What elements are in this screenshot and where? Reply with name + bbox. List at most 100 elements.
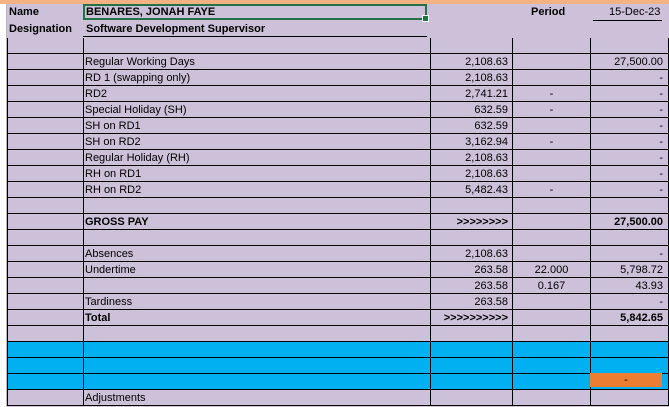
rate-value[interactable]: 263.58 [430, 262, 512, 278]
arrow-indicator[interactable]: >>>>>>>> [430, 214, 512, 230]
qty-value[interactable]: - [512, 134, 590, 150]
row-label[interactable]: GROSS PAY [83, 214, 430, 230]
row-label[interactable]: SH on RD2 [83, 134, 430, 150]
cell-blank[interactable] [7, 102, 83, 118]
cell-blank[interactable] [7, 246, 83, 262]
cell-blank[interactable] [7, 358, 83, 374]
employee-designation[interactable]: Software Development Supervisor [86, 23, 266, 35]
cell-blank[interactable] [7, 374, 83, 390]
qty-value[interactable] [512, 294, 590, 310]
cell-blank[interactable] [7, 230, 83, 246]
amount-value[interactable]: 27,500.00 [590, 54, 669, 70]
amount-value[interactable]: - [590, 134, 669, 150]
row-label[interactable]: Total [83, 310, 430, 326]
cell-blank[interactable] [512, 390, 590, 406]
cell-blank[interactable] [430, 358, 512, 374]
adjustment-total-cell[interactable]: - [590, 373, 662, 387]
qty-value[interactable]: - [512, 102, 590, 118]
row-label[interactable]: RH on RD1 [83, 166, 430, 182]
amount-value[interactable]: - [590, 86, 669, 102]
rate-value[interactable]: 2,108.63 [430, 70, 512, 86]
amount-value[interactable]: - [590, 118, 669, 134]
amount-value[interactable]: - [590, 150, 669, 166]
cell-blank[interactable] [7, 310, 83, 326]
qty-value[interactable] [512, 150, 590, 166]
cell-blank[interactable] [7, 182, 83, 198]
amount-value[interactable]: - [590, 294, 669, 310]
rate-value[interactable]: 2,741.21 [430, 86, 512, 102]
cell-blank[interactable] [83, 326, 430, 342]
qty-value[interactable]: 22.000 [512, 262, 590, 278]
rate-value[interactable]: 5,482.43 [430, 182, 512, 198]
cell-blank[interactable] [590, 198, 669, 214]
rate-value[interactable]: 632.59 [430, 102, 512, 118]
cell-blank[interactable] [512, 326, 590, 342]
row-label[interactable]: RH on RD2 [83, 182, 430, 198]
cell-blank[interactable] [7, 70, 83, 86]
amount-value[interactable]: 43.93 [590, 278, 669, 294]
cell-blank[interactable] [590, 390, 669, 406]
cell-blank[interactable] [590, 38, 669, 54]
rate-value[interactable]: 2,108.63 [430, 54, 512, 70]
cell-blank[interactable] [7, 150, 83, 166]
cell-blank[interactable] [512, 38, 590, 54]
cell-blank[interactable] [512, 374, 590, 390]
cell-blank[interactable] [430, 230, 512, 246]
cell-blank[interactable] [7, 38, 83, 54]
row-label[interactable]: Special Holiday (SH) [83, 102, 430, 118]
cell-blank[interactable] [7, 326, 83, 342]
arrow-indicator[interactable]: >>>>>>>>>> [430, 310, 512, 326]
qty-value[interactable]: - [512, 182, 590, 198]
cell-blank[interactable] [590, 230, 669, 246]
cell-blank[interactable] [512, 230, 590, 246]
cell-blank[interactable] [7, 278, 83, 294]
selected-cell-name[interactable] [83, 4, 429, 22]
rate-value[interactable]: 2,108.63 [430, 166, 512, 182]
cell-blank[interactable] [430, 374, 512, 390]
cell-blank[interactable] [430, 198, 512, 214]
cell-blank[interactable] [512, 358, 590, 374]
row-label[interactable] [83, 278, 430, 294]
row-label[interactable]: Undertime [83, 262, 430, 278]
period-value[interactable]: 15-Dec-23 [609, 6, 661, 18]
cell-blank[interactable] [590, 342, 669, 358]
employee-name[interactable]: BENARES, JONAH FAYE [86, 6, 216, 18]
cell-blank[interactable] [83, 374, 430, 390]
cell-blank[interactable] [590, 326, 669, 342]
cell-blank[interactable] [7, 214, 83, 230]
cell-blank[interactable] [83, 358, 430, 374]
cell-blank[interactable] [83, 198, 430, 214]
cell-blank[interactable] [7, 390, 83, 406]
amount-value[interactable]: 5,842.65 [590, 310, 669, 326]
cell-blank[interactable] [7, 86, 83, 102]
rate-value[interactable]: 632.59 [430, 118, 512, 134]
cell-blank[interactable] [512, 198, 590, 214]
cell-blank[interactable] [7, 54, 83, 70]
amount-value[interactable]: - [590, 246, 669, 262]
cell-blank[interactable] [7, 198, 83, 214]
row-label[interactable]: Adjustments [83, 390, 430, 406]
cell-blank[interactable] [430, 38, 512, 54]
qty-value[interactable] [512, 166, 590, 182]
cell-blank[interactable] [83, 38, 430, 54]
cell-blank[interactable] [430, 390, 512, 406]
cell-blank[interactable] [7, 134, 83, 150]
qty-value[interactable]: - [512, 86, 590, 102]
cell-blank[interactable] [430, 342, 512, 358]
row-label[interactable]: RD 1 (swapping only) [83, 70, 430, 86]
row-label[interactable]: Regular Working Days [83, 54, 430, 70]
row-label[interactable]: SH on RD1 [83, 118, 430, 134]
amount-value[interactable]: 5,798.72 [590, 262, 669, 278]
cell-blank[interactable] [512, 214, 590, 230]
row-label[interactable]: Tardiness [83, 294, 430, 310]
rate-value[interactable]: 2,108.63 [430, 150, 512, 166]
amount-value[interactable]: - [590, 182, 669, 198]
cell-blank[interactable] [83, 230, 430, 246]
row-label[interactable]: RD2 [83, 86, 430, 102]
amount-value[interactable]: - [590, 70, 669, 86]
rate-value[interactable]: 2,108.63 [430, 246, 512, 262]
cell-blank[interactable] [83, 342, 430, 358]
qty-value[interactable] [512, 70, 590, 86]
amount-value[interactable]: 27,500.00 [590, 214, 669, 230]
row-label[interactable]: Absences [83, 246, 430, 262]
